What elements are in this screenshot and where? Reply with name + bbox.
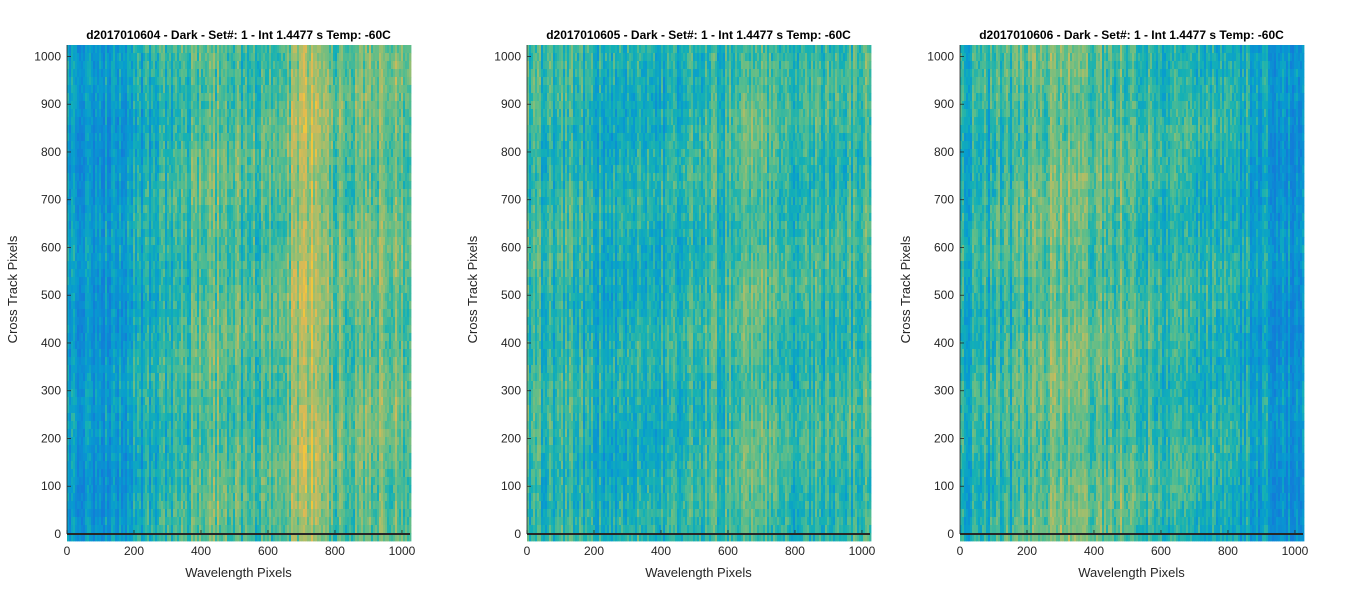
- y-tick-label: 700: [501, 193, 521, 207]
- x-axis-label: Wavelength Pixels: [1078, 565, 1185, 580]
- heatmap-image: [67, 45, 412, 542]
- heatmap-image: [527, 45, 872, 542]
- x-tick-label: 0: [957, 544, 964, 558]
- y-tick-label: 100: [934, 479, 954, 493]
- x-tick-label: 0: [64, 544, 71, 558]
- y-tick-label: 800: [41, 145, 61, 159]
- y-tick-label: 400: [501, 336, 521, 350]
- x-tick-label: 800: [785, 544, 805, 558]
- x-tick-label: 800: [325, 544, 345, 558]
- y-tick-label: 700: [934, 193, 954, 207]
- x-tick-label: 1000: [849, 544, 876, 558]
- heatmap-panel-3: 0 200 400 600 800 1000 0 100 200 300 400 500 600 700 8…: [898, 28, 1309, 580]
- y-tick-label: 900: [501, 97, 521, 111]
- y-tick-label: 300: [501, 384, 521, 398]
- x-tick-label: 400: [1084, 544, 1104, 558]
- x-tick-label: 1000: [389, 544, 416, 558]
- y-tick-label: 600: [41, 240, 61, 254]
- x-tick-label: 600: [718, 544, 738, 558]
- heatmap-image: [960, 45, 1305, 542]
- y-tick-label: 900: [41, 97, 61, 111]
- y-tick-label: 800: [934, 145, 954, 159]
- chart-title: d2017010604 - Dark - Set#: 1 - Int 1.447…: [86, 28, 391, 42]
- x-tick-label: 600: [1151, 544, 1171, 558]
- x-tick-label: 1000: [1282, 544, 1309, 558]
- y-tick-label: 1000: [927, 49, 954, 63]
- y-tick-label: 500: [41, 288, 61, 302]
- x-tick-label: 200: [584, 544, 604, 558]
- x-tick-label: 200: [124, 544, 144, 558]
- y-tick-label: 500: [934, 288, 954, 302]
- y-tick-label: 900: [934, 97, 954, 111]
- chart-title: d2017010605 - Dark - Set#: 1 - Int 1.447…: [546, 28, 851, 42]
- y-tick-label: 600: [501, 240, 521, 254]
- y-tick-label: 200: [934, 431, 954, 445]
- y-tick-label: 800: [501, 145, 521, 159]
- x-tick-label: 400: [191, 544, 211, 558]
- x-tick-label: 800: [1218, 544, 1238, 558]
- x-axis-label: Wavelength Pixels: [185, 565, 292, 580]
- x-tick-label: 600: [258, 544, 278, 558]
- y-tick-label: 200: [41, 431, 61, 445]
- heatmap-panel-2: 0 200 400 600 800 1000 0 100 200 300 400 500 600 700 8…: [465, 28, 876, 580]
- y-tick-label: 700: [41, 193, 61, 207]
- y-tick-label: 1000: [494, 49, 521, 63]
- y-tick-label: 100: [41, 479, 61, 493]
- x-tick-label: 0: [524, 544, 531, 558]
- y-tick-label: 300: [41, 384, 61, 398]
- chart-title: d2017010606 - Dark - Set#: 1 - Int 1.447…: [979, 28, 1284, 42]
- y-tick-label: 300: [934, 384, 954, 398]
- y-tick-label: 500: [501, 288, 521, 302]
- x-tick-label: 200: [1017, 544, 1037, 558]
- y-tick-label: 0: [947, 527, 954, 541]
- y-axis-label: Cross Track Pixels: [465, 235, 480, 343]
- x-axis-label: Wavelength Pixels: [645, 565, 752, 580]
- x-tick-label: 400: [651, 544, 671, 558]
- y-tick-label: 100: [501, 479, 521, 493]
- y-tick-label: 0: [514, 527, 521, 541]
- y-tick-label: 400: [41, 336, 61, 350]
- y-tick-label: 200: [501, 431, 521, 445]
- y-tick-label: 400: [934, 336, 954, 350]
- y-tick-label: 600: [934, 240, 954, 254]
- y-tick-label: 0: [54, 527, 61, 541]
- y-axis-label: Cross Track Pixels: [5, 235, 20, 343]
- y-axis-label: Cross Track Pixels: [898, 235, 913, 343]
- heatmap-panel-1: 0 200 400 600 800 1000 0 100 200 300 400 500 600 700 8…: [5, 28, 416, 580]
- y-tick-label: 1000: [34, 49, 61, 63]
